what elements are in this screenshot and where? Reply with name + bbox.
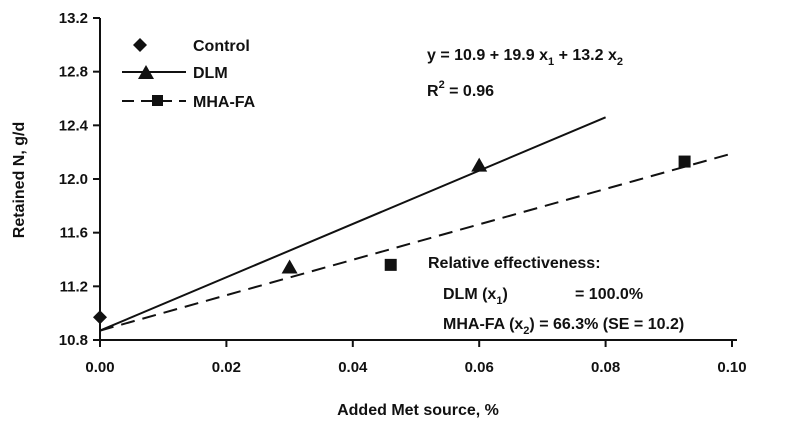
fit-line-dlm bbox=[99, 116, 606, 332]
fit-lines bbox=[99, 116, 733, 332]
fit-line-mha-fa bbox=[99, 152, 733, 332]
relative-effectiveness-dlm: DLM (x1) bbox=[443, 286, 508, 307]
data-point-control bbox=[93, 310, 107, 325]
relative-effectiveness-mha-fa: MHA-FA (x2) = 66.3% (SE = 10.2) bbox=[443, 316, 684, 337]
relative-effectiveness-dlm-value: = 100.0% bbox=[575, 286, 643, 303]
legend-label-mha-fa: MHA-FA bbox=[193, 94, 256, 111]
data-point-mha-fa bbox=[384, 258, 397, 271]
y-ticks: 10.8 11.2 11.6 12.0 12.4 12.8 13.2 bbox=[59, 10, 100, 349]
y-tick-label: 12.8 bbox=[59, 64, 88, 81]
y-tick-label: 10.8 bbox=[59, 332, 88, 349]
x-tick-label: 0.02 bbox=[212, 359, 241, 376]
y-tick-label: 12.0 bbox=[59, 171, 88, 188]
y-axis-title: Retained N, g/d bbox=[11, 122, 28, 238]
legend-label-dlm: DLM bbox=[193, 65, 228, 82]
legend-marker-triangle bbox=[138, 65, 154, 79]
equation-annotation: y = 10.9 + 19.9 x1 + 13.2 x2 bbox=[427, 47, 623, 68]
legend: Control DLM MHA-FA bbox=[122, 38, 256, 111]
y-tick-label: 11.2 bbox=[60, 278, 88, 295]
data-point-mha-fa bbox=[678, 155, 691, 168]
legend-item-dlm: DLM bbox=[122, 65, 228, 82]
x-tick-label: 0.10 bbox=[717, 359, 746, 376]
data-point-dlm bbox=[471, 157, 488, 172]
y-tick-label: 12.4 bbox=[59, 117, 89, 134]
data-point-dlm bbox=[281, 259, 298, 274]
y-tick-label: 11.6 bbox=[60, 225, 88, 242]
legend-marker-diamond bbox=[133, 38, 147, 52]
x-tick-label: 0.00 bbox=[85, 359, 114, 376]
x-ticks: 0.00 0.02 0.04 0.06 0.08 0.10 bbox=[85, 340, 747, 376]
relative-effectiveness-annotation: Relative effectiveness: DLM (x1) = 100.0… bbox=[428, 255, 684, 337]
legend-label-control: Control bbox=[193, 38, 250, 55]
relative-effectiveness-title: Relative effectiveness: bbox=[428, 255, 601, 272]
legend-marker-square bbox=[152, 95, 163, 106]
data-markers bbox=[93, 155, 691, 325]
x-axis-title: Added Met source, % bbox=[337, 402, 499, 419]
x-tick-label: 0.04 bbox=[338, 359, 368, 376]
r-squared-annotation: R2 = 0.96 bbox=[427, 79, 494, 100]
legend-item-mha-fa: MHA-FA bbox=[122, 94, 256, 111]
x-tick-label: 0.06 bbox=[465, 359, 494, 376]
y-tick-label: 13.2 bbox=[59, 10, 88, 27]
x-tick-label: 0.08 bbox=[591, 359, 620, 376]
legend-item-control: Control bbox=[133, 38, 250, 55]
